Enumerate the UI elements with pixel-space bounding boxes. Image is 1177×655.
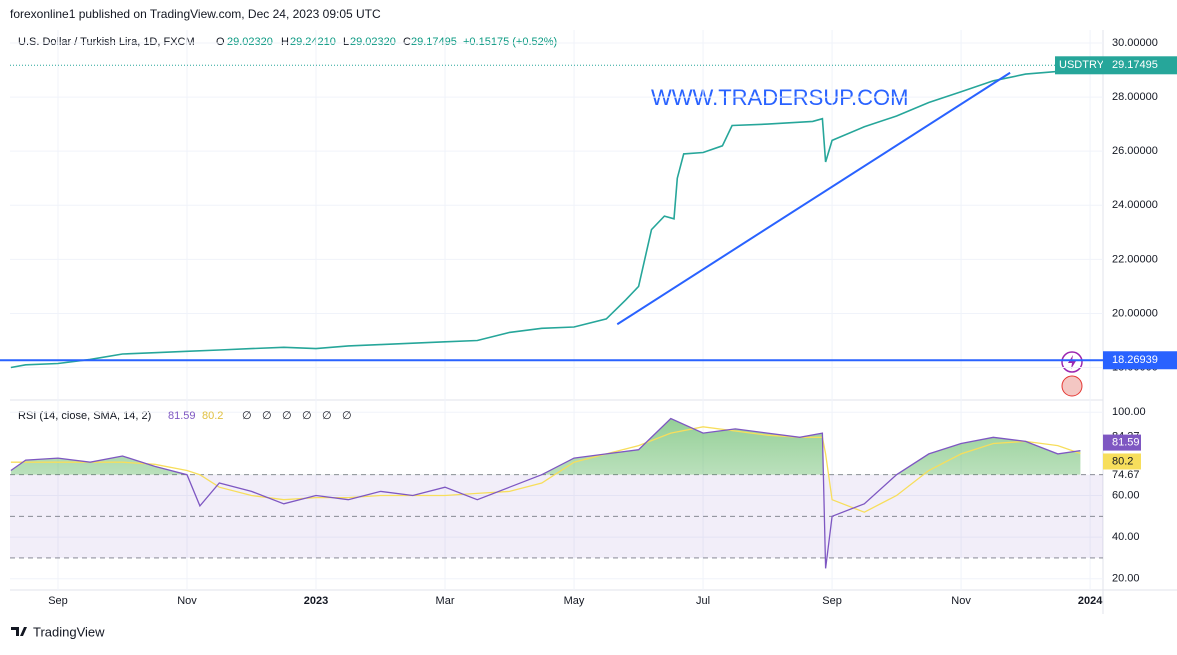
y-tick-label: 40.00 — [1112, 531, 1140, 543]
value-tag-label: 81.59 — [1112, 436, 1140, 448]
price-line — [10, 64, 1081, 369]
x-tick-label: 2024 — [1078, 595, 1103, 607]
legend-na: ∅ — [302, 410, 312, 422]
x-tick-label: May — [564, 595, 585, 607]
x-tick-label: Mar — [436, 595, 455, 607]
ohlc-label: H — [281, 36, 289, 48]
axis-mark: 74.67 — [1112, 469, 1140, 481]
y-tick-label: 100.00 — [1112, 406, 1146, 418]
legend-value: 80.2 — [202, 410, 223, 422]
overbought-fill — [10, 418, 1081, 475]
x-tick-label: Nov — [951, 595, 971, 607]
value-tag — [1103, 434, 1141, 451]
y-tick-label: 30.00000 — [1112, 37, 1158, 49]
legend-na: ∅ — [242, 410, 252, 422]
ohlc-value: 29.02320 — [350, 36, 396, 48]
symbol: U.S. Dollar / Turkish Lira, 1D, FXCM — [18, 36, 195, 48]
event-icon-glyph — [1068, 355, 1076, 369]
legend-na: ∅ — [262, 410, 272, 422]
x-tick-label: Sep — [48, 595, 68, 607]
rsi-title: RSI (14, close, SMA, 14, 2) — [18, 410, 151, 422]
y-tick-label: 22.00000 — [1112, 253, 1158, 265]
x-tick-label: Sep — [822, 595, 842, 607]
price-tag — [1103, 56, 1177, 75]
x-tick-label: Nov — [177, 595, 197, 607]
symbol-tag-label: USDTRY — [1059, 59, 1105, 71]
y-tick-label: 20.00 — [1112, 573, 1140, 585]
ohlc-label: C — [403, 36, 411, 48]
x-tick-label: Jul — [696, 595, 710, 607]
symbol-tag — [1055, 56, 1103, 75]
y-tick-label: 24.00000 — [1112, 199, 1158, 211]
logo — [11, 627, 27, 636]
footer-brand: TradingView — [33, 624, 105, 639]
y-tick-label: 60.00 — [1112, 489, 1140, 501]
value-tag — [1103, 453, 1141, 470]
y-tick-label: 28.00000 — [1112, 91, 1158, 103]
publisher: forexonline1 published on TradingView.co… — [10, 7, 381, 21]
legend-value: 81.59 — [168, 410, 196, 422]
change: +0.15175 (+0.52%) — [463, 36, 557, 48]
trend-line — [616, 71, 1011, 326]
legend-na: ∅ — [322, 410, 332, 422]
sma-line — [10, 426, 1081, 513]
y-tick-label: 20.00000 — [1112, 307, 1158, 319]
ohlc-label: O — [216, 36, 225, 48]
ohlc-value: 29.02320 — [227, 36, 273, 48]
rsi-line — [10, 417, 1081, 569]
value-tag-label: 80.2 — [1112, 455, 1133, 467]
flag-icon[interactable] — [1061, 375, 1083, 397]
x-tick-label: 2023 — [304, 595, 328, 607]
hline-tag-label: 18.26939 — [1112, 354, 1158, 366]
hline-tag — [1103, 351, 1177, 370]
ohlc-value: 29.17495 — [411, 36, 457, 48]
legend-na: ∅ — [282, 410, 292, 422]
y-tick-label: 26.00000 — [1112, 145, 1158, 157]
price-tag-label: 29.17495 — [1112, 59, 1158, 71]
ohlc-value: 29.24210 — [290, 36, 336, 48]
legend-na: ∅ — [342, 410, 352, 422]
ohlc-label: L — [343, 36, 349, 48]
